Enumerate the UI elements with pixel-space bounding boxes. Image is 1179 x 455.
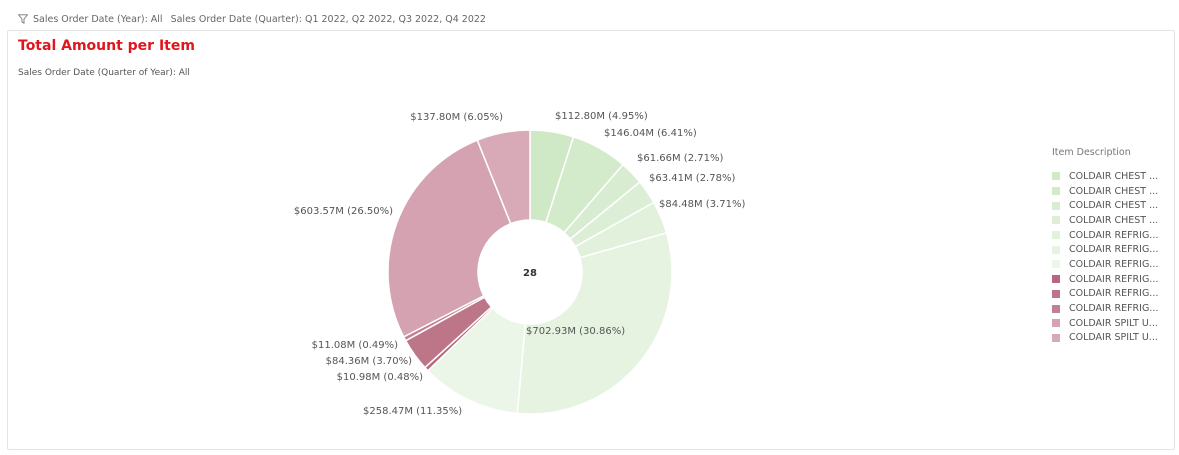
- legend-swatch: [1052, 172, 1060, 181]
- chart-title: Total Amount per Item: [18, 38, 195, 54]
- legend-label: COLDAIR CHEST ...: [1069, 170, 1159, 182]
- legend-label: COLDAIR REFRIG...: [1069, 229, 1159, 241]
- slice-label: $146.04M (6.41%): [604, 128, 697, 139]
- legend-swatch: [1052, 201, 1060, 210]
- legend-item[interactable]: COLDAIR SPILT U...: [1052, 331, 1170, 346]
- legend-item[interactable]: COLDAIR REFRIG...: [1052, 257, 1170, 272]
- legend-label: COLDAIR CHEST ...: [1069, 200, 1159, 212]
- slice-label: $11.08M (0.49%): [312, 340, 398, 351]
- legend-label: COLDAIR REFRIG...: [1069, 258, 1159, 270]
- donut-chart[interactable]: $112.80M (4.95%) $146.04M (6.41%) $61.66M …: [8, 31, 1174, 449]
- slice-label: $137.80M (6.05%): [410, 112, 503, 123]
- legend-swatch: [1052, 333, 1060, 342]
- slice-label: $63.41M (2.78%): [649, 173, 735, 184]
- legend-item[interactable]: COLDAIR REFRIG...: [1052, 242, 1170, 257]
- filter-bar[interactable]: Sales Order Date (Year): All Sales Order…: [18, 11, 486, 27]
- chart-subtitle[interactable]: Sales Order Date (Quarter of Year): All: [18, 68, 190, 78]
- legend-label: COLDAIR REFRIG...: [1069, 303, 1159, 315]
- legend-item[interactable]: COLDAIR REFRIG...: [1052, 287, 1170, 302]
- slice-label: $10.98M (0.48%): [337, 372, 423, 383]
- slice-label: $84.36M (3.70%): [326, 356, 412, 367]
- legend-item[interactable]: COLDAIR REFRIG...: [1052, 228, 1170, 243]
- slice-label: $603.57M (26.50%): [294, 206, 393, 217]
- legend-swatch: [1052, 260, 1060, 269]
- filter-quarter[interactable]: Sales Order Date (Quarter): Q1 2022, Q2 …: [170, 13, 486, 25]
- legend-item[interactable]: COLDAIR REFRIG...: [1052, 272, 1170, 287]
- filter-year[interactable]: Sales Order Date (Year): All: [33, 13, 163, 25]
- legend-item[interactable]: COLDAIR CHEST ...: [1052, 184, 1170, 199]
- legend-item[interactable]: COLDAIR REFRIG...: [1052, 301, 1170, 316]
- legend-swatch: [1052, 216, 1060, 225]
- legend-swatch: [1052, 275, 1060, 284]
- legend-item[interactable]: COLDAIR SPILT U...: [1052, 316, 1170, 331]
- legend-swatch: [1052, 245, 1060, 254]
- slice-label: $258.47M (11.35%): [363, 406, 462, 417]
- legend-swatch: [1052, 187, 1060, 196]
- legend-swatch: [1052, 304, 1060, 313]
- filter-icon: [18, 14, 28, 24]
- legend-label: COLDAIR SPILT U...: [1069, 332, 1158, 344]
- legend-title: Item Description: [1052, 147, 1131, 158]
- legend-label: COLDAIR REFRIG...: [1069, 244, 1159, 256]
- legend-item[interactable]: COLDAIR CHEST ...: [1052, 213, 1170, 228]
- legend-swatch: [1052, 319, 1060, 328]
- legend: Item Description COLDAIR CHEST ... COLDAI…: [1052, 147, 1170, 345]
- legend-label: COLDAIR REFRIG...: [1069, 273, 1159, 285]
- pie-slice[interactable]: [516, 232, 673, 415]
- legend-label: COLDAIR REFRIG...: [1069, 288, 1159, 300]
- chart-card: Total Amount per Item Sales Order Date (…: [7, 30, 1175, 450]
- legend-label: COLDAIR CHEST ...: [1069, 185, 1159, 197]
- donut-center-label: 28: [523, 268, 537, 279]
- pie-slice[interactable]: [476, 129, 531, 225]
- legend-swatch: [1052, 289, 1060, 298]
- legend-item[interactable]: COLDAIR CHEST ...: [1052, 169, 1170, 184]
- legend-label: COLDAIR SPILT U...: [1069, 317, 1158, 329]
- legend-item[interactable]: COLDAIR CHEST ...: [1052, 198, 1170, 213]
- slice-label: $702.93M (30.86%): [526, 326, 625, 337]
- slice-label: $84.48M (3.71%): [659, 199, 745, 210]
- slice-label: $112.80M (4.95%): [555, 111, 648, 122]
- pie-slice[interactable]: [387, 139, 512, 338]
- slice-label: $61.66M (2.71%): [637, 153, 723, 164]
- legend-label: COLDAIR CHEST ...: [1069, 214, 1159, 226]
- legend-swatch: [1052, 231, 1060, 240]
